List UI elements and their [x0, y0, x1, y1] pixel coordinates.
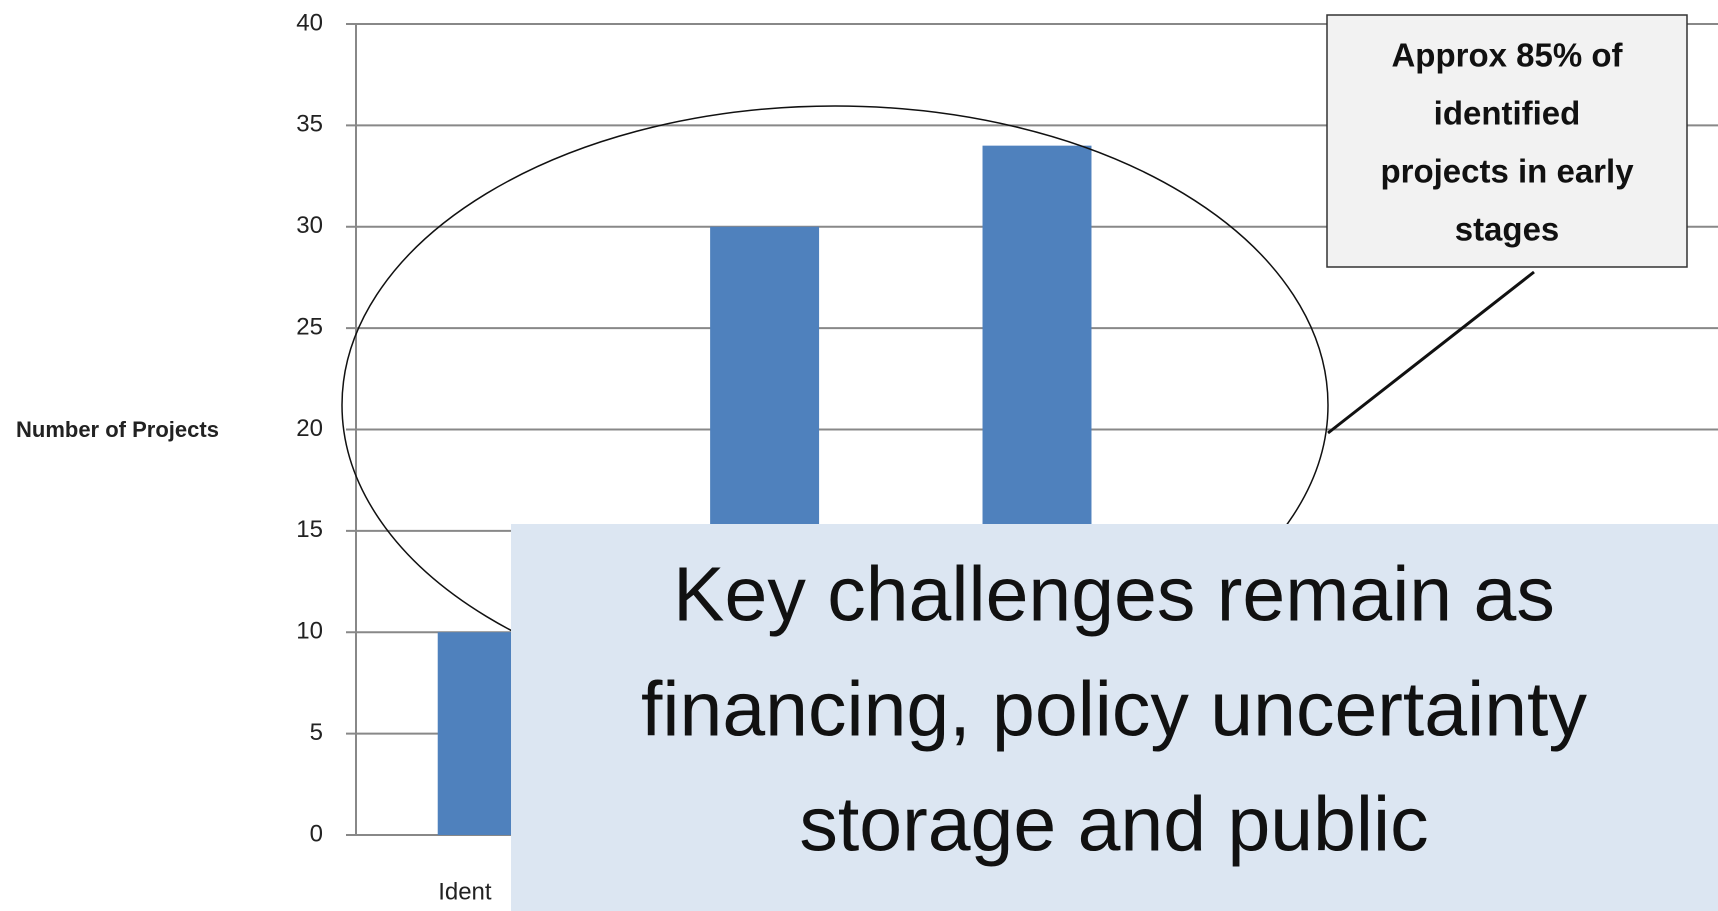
overlay-text: Key challenges remain as financing, polic… [641, 551, 1587, 867]
x-tick-label: Ident [438, 878, 492, 905]
y-tick-label: 20 [296, 415, 323, 442]
y-tick-label: 5 [310, 719, 323, 746]
callout-pointer [1327, 270, 1535, 435]
overlay-box [511, 524, 1718, 911]
y-tick-label: 10 [296, 618, 323, 645]
callout-line: projects in early [1380, 153, 1634, 190]
callout-text: Approx 85% of identified projects in early… [1380, 37, 1634, 248]
callout-box [1326, 14, 1688, 268]
overlay-line: Key challenges remain as [673, 551, 1555, 637]
callout-line: Approx 85% of [1391, 37, 1623, 74]
y-tick-label: 30 [296, 212, 323, 239]
callout-line: stages [1455, 211, 1560, 248]
y-tick-label: 40 [296, 9, 323, 36]
category-labels: Ident [438, 878, 492, 905]
y-tick-label: 25 [296, 313, 323, 340]
overlay-line: financing, policy uncertainty [641, 666, 1587, 752]
y-axis-label: Number of Projects [16, 417, 219, 442]
y-tick-label: 15 [296, 516, 323, 543]
y-tick-label: 35 [296, 111, 323, 138]
y-tick-label: 0 [310, 820, 323, 847]
overlay-line: storage and public [799, 781, 1428, 867]
callout-line: identified [1434, 95, 1581, 132]
